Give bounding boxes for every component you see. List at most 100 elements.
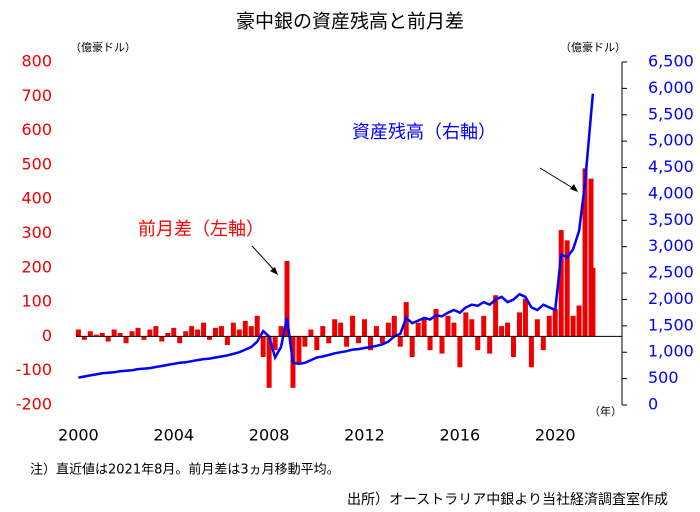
x-tick-label: 2000 <box>58 426 99 445</box>
y-tick-label: 600 <box>21 120 52 139</box>
bar <box>99 332 105 337</box>
bar <box>534 319 540 337</box>
y2-tick-label: 5,000 <box>648 131 694 150</box>
x-tick-label: 2016 <box>440 426 481 445</box>
bar <box>135 327 141 337</box>
bar <box>457 336 463 368</box>
bar <box>588 178 594 337</box>
y-tick-label: 0 <box>42 326 52 345</box>
bar <box>159 336 165 342</box>
x-tick-label: 2004 <box>153 426 194 445</box>
bar <box>117 332 123 337</box>
bar <box>254 315 260 337</box>
bar <box>302 336 308 347</box>
y2-tick-label: 0 <box>648 395 658 414</box>
bar <box>361 319 367 337</box>
bar <box>451 322 457 337</box>
x-tick-label: 2008 <box>249 426 290 445</box>
bar <box>356 336 362 344</box>
bar <box>278 326 284 337</box>
bar <box>171 327 177 337</box>
bar <box>385 322 391 337</box>
y2-unit-label: （億豪ドル） <box>560 40 626 54</box>
bar <box>439 336 445 354</box>
bar <box>230 322 236 337</box>
bar <box>516 312 522 337</box>
y2-tick-label: 2,500 <box>648 263 694 282</box>
bar <box>93 334 99 337</box>
bar <box>87 331 93 337</box>
bar <box>552 308 558 337</box>
bar <box>218 326 224 337</box>
annotation-arrow <box>539 167 577 191</box>
y2-tick-label: 3,500 <box>648 210 694 229</box>
bar <box>409 336 415 357</box>
y2-tick-label: 2,000 <box>648 289 694 308</box>
bar <box>338 322 344 337</box>
bar <box>105 336 111 342</box>
bar <box>564 240 570 337</box>
bar <box>123 336 129 344</box>
bar <box>445 315 451 337</box>
bar <box>284 260 290 337</box>
bar <box>487 336 493 354</box>
bar <box>207 336 213 340</box>
bar <box>111 329 117 337</box>
bar <box>141 336 147 340</box>
bar <box>308 329 314 337</box>
y2-tick-label: 500 <box>648 368 679 387</box>
bar <box>201 322 207 337</box>
bar <box>236 329 242 337</box>
bar <box>493 295 499 337</box>
bar <box>260 336 266 357</box>
bar <box>528 336 534 368</box>
y-tick-label: 400 <box>21 189 52 208</box>
y-unit-label: （億豪ドル） <box>70 40 136 54</box>
bar <box>427 336 433 351</box>
bar <box>540 336 546 351</box>
y2-tick-label: 1,500 <box>648 315 694 334</box>
bar <box>195 329 201 337</box>
annotation-arrowhead <box>570 184 578 192</box>
y2-tick-label: 4,000 <box>648 183 694 202</box>
bar <box>590 267 596 337</box>
annotation: 資産残高（右軸） <box>352 122 496 143</box>
bar <box>391 315 397 337</box>
y-tick-label: 200 <box>21 257 52 276</box>
annotation-arrow <box>251 245 277 273</box>
bar <box>344 336 350 347</box>
bar <box>511 336 517 357</box>
bar <box>576 305 582 337</box>
bar <box>326 336 332 344</box>
bar <box>189 326 195 337</box>
y-tick-label: 700 <box>21 86 52 105</box>
bar <box>570 315 576 337</box>
bar <box>433 308 439 337</box>
bar <box>165 332 171 337</box>
bar <box>350 315 356 337</box>
annotation-arrowhead <box>270 267 278 275</box>
note: 注）直近値は2021年8月。前月差は3ヵ月移動平均。 <box>30 462 340 478</box>
x-tick-label: 2012 <box>344 426 385 445</box>
bar <box>153 326 159 337</box>
x-tick-label: 2020 <box>535 426 576 445</box>
bar <box>147 329 153 337</box>
bar <box>421 319 427 337</box>
bar <box>463 312 469 337</box>
x-unit-label: （年） <box>589 404 622 418</box>
bar <box>248 326 254 337</box>
bar <box>320 326 326 337</box>
y2-tick-label: 1,000 <box>648 342 694 361</box>
bar <box>415 322 421 337</box>
bar <box>397 336 403 347</box>
y-tick-label: 300 <box>21 223 52 242</box>
bar <box>558 230 564 337</box>
bar <box>81 336 87 340</box>
annotation: 前月差（左軸） <box>138 219 264 240</box>
bar <box>296 336 302 364</box>
bar <box>373 326 379 337</box>
bar <box>212 327 218 337</box>
y2-tick-label: 5,500 <box>648 104 694 123</box>
